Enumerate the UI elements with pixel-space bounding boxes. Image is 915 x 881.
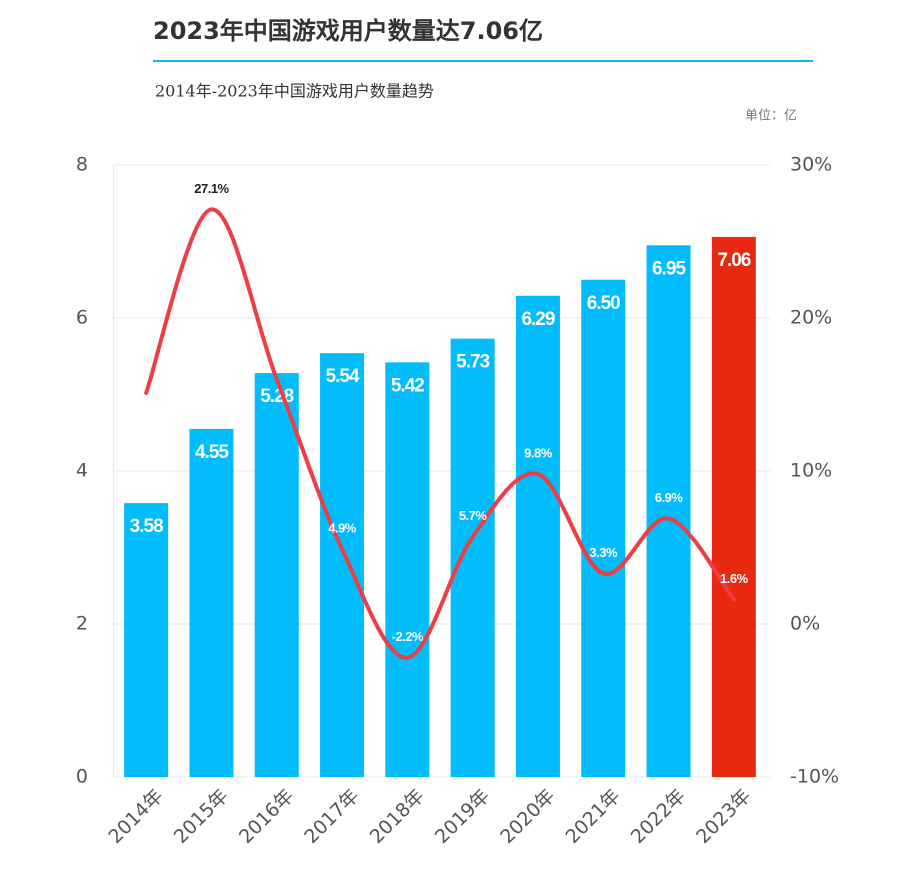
line-value-label: 5.7% bbox=[459, 508, 488, 523]
y2-tick-label: -10% bbox=[790, 766, 839, 788]
line-value-label: 6.9% bbox=[655, 490, 684, 505]
y2-tick-label: 20% bbox=[790, 307, 832, 329]
line-value-label: -2.2% bbox=[392, 629, 424, 644]
x-tick-label: 2014年 bbox=[104, 785, 167, 848]
x-tick-label: 2021年 bbox=[561, 785, 624, 848]
y2-tick-label: 30% bbox=[790, 154, 832, 176]
unit-label: 单位：亿 bbox=[745, 109, 797, 124]
bar-value-label: 5.73 bbox=[456, 352, 489, 373]
bar bbox=[320, 353, 365, 777]
y-tick-label: 0 bbox=[76, 766, 88, 788]
bar-value-label: 6.50 bbox=[587, 293, 620, 314]
y2-tick-label: 10% bbox=[790, 460, 832, 482]
bar-value-label: 4.55 bbox=[195, 442, 229, 463]
bar-value-label: 5.28 bbox=[260, 386, 293, 407]
x-tick-label: 2023年 bbox=[692, 785, 755, 848]
x-tick-label: 2015年 bbox=[170, 785, 233, 848]
bar bbox=[450, 338, 495, 777]
bar-value-label: 6.29 bbox=[521, 309, 554, 330]
y-tick-label: 2 bbox=[76, 613, 88, 635]
line-value-label: 27.1% bbox=[194, 181, 229, 196]
bar-value-label: 5.54 bbox=[326, 366, 360, 387]
x-tick-label: 2016年 bbox=[235, 785, 298, 848]
y-tick-label: 6 bbox=[76, 307, 88, 329]
x-tick-label: 2017年 bbox=[300, 785, 363, 848]
bar-value-label: 3.58 bbox=[130, 516, 163, 537]
line-value-label: 3.3% bbox=[589, 545, 618, 560]
chart-title: 2023年中国游戏用户数量达7.06亿 bbox=[153, 17, 543, 45]
x-tick-label: 2020年 bbox=[496, 785, 559, 848]
line-value-label: 1.6% bbox=[720, 571, 749, 586]
bar-value-label: 6.95 bbox=[652, 258, 686, 279]
bar bbox=[385, 362, 430, 777]
x-tick-label: 2018年 bbox=[366, 785, 429, 848]
bar bbox=[124, 503, 169, 777]
line-value-label: 4.9% bbox=[328, 520, 357, 535]
bar bbox=[581, 279, 626, 777]
y-tick-label: 4 bbox=[76, 460, 88, 482]
line bbox=[144, 207, 736, 660]
bar bbox=[254, 373, 299, 777]
subtitle: 2014年-2023年中国游戏用户数量趋势 bbox=[155, 82, 434, 101]
y-tick-label: 8 bbox=[76, 154, 88, 176]
bar bbox=[646, 245, 691, 777]
bar bbox=[515, 295, 560, 777]
bar-value-label: 5.42 bbox=[391, 375, 424, 396]
bar bbox=[711, 236, 756, 777]
line-value-label: 9.8% bbox=[524, 445, 553, 460]
x-tick-label: 2022年 bbox=[627, 785, 690, 848]
x-tick-label: 2019年 bbox=[431, 785, 494, 848]
y2-tick-label: 0% bbox=[790, 613, 820, 635]
bar bbox=[189, 428, 234, 777]
bar-value-label: 7.06 bbox=[717, 250, 750, 271]
